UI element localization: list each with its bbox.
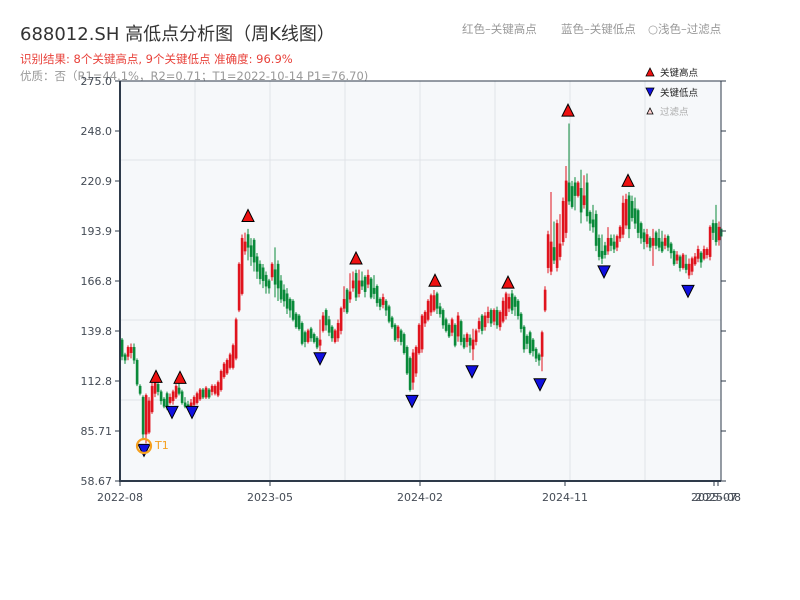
x-tick-label: 2024-11 [542,491,588,504]
svg-text:关键高点: 关键高点 [660,67,699,79]
y-tick-label: 58.67 [81,475,113,488]
x-tick-label: 2025-08 [695,491,741,504]
key-low-marker [165,405,179,420]
key-low-marker [533,378,547,392]
key-low-marker [185,405,199,420]
key-low-marker [405,394,419,409]
key-high-marker [501,274,515,289]
y-tick-label: 248.0 [81,125,113,138]
y-tick-label: 193.9 [81,225,113,238]
key-point-markers [137,103,695,458]
key-high-marker [621,173,635,187]
x-tick-label: 2023-05 [247,491,293,504]
axes: 58.67 85.71 112.8 139.8 166.8 193.9 220.9 248.0… [81,75,741,504]
svg-text:过滤点: 过滤点 [660,106,689,118]
candles [120,123,723,444]
y-tick-label: 112.8 [81,375,113,388]
key-low-marker [313,352,327,366]
y-tick-label: 85.71 [81,425,113,438]
legend-red-high: 红色–关键高点 [462,22,537,36]
key-high-marker [561,103,575,117]
y-tick-label: 166.8 [81,275,113,288]
quality-summary: 优质：否（R1=44.1%，R2=0.71；T1=2022-10-14 P1=7… [20,69,369,83]
chart-title: 688012.SH 高低点分析图（周K线图） [20,24,335,45]
y-tick-label: 139.8 [81,325,113,338]
key-low-marker [465,365,479,379]
t1-annotation: T1 [135,437,169,455]
key-high-marker [173,370,187,384]
result-summary: 识别结果: 8个关键高点, 9个关键低点 准确度: 96.9% [20,52,293,66]
x-tick-label: 2022-08 [97,491,143,504]
key-low-marker [137,443,151,458]
key-high-marker [241,208,255,223]
key-high-marker [428,273,442,287]
key-low-marker [681,284,695,299]
y-tick-label: 275.0 [81,75,113,88]
key-high-marker [349,250,363,265]
t1-label: T1 [154,439,169,452]
x-tick-label: 2024-02 [397,491,443,504]
key-high-marker [149,369,163,383]
legend-light-filtered: ○浅色–过滤点 [648,22,722,36]
x-tick-label: 2025-07 [691,491,737,504]
y-tick-label: 220.9 [81,175,113,188]
key-low-marker [597,265,611,280]
svg-text:关键低点: 关键低点 [660,87,699,99]
legend-blue-low: 蓝色–关键低点 [561,22,636,36]
